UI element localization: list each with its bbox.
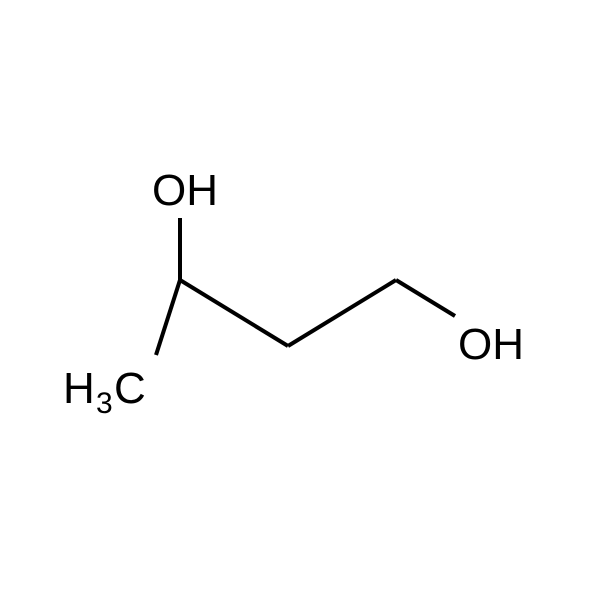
molecule-diagram: OH OH H3C — [0, 0, 600, 600]
label-sub3: 3 — [96, 387, 113, 420]
label-oh-right: OH — [458, 320, 524, 369]
label-c: C — [114, 364, 146, 413]
bond — [396, 280, 455, 316]
label-h: H — [63, 364, 95, 413]
bond — [288, 280, 396, 346]
bond-group — [156, 218, 455, 355]
label-oh-top: OH — [152, 166, 218, 215]
bond — [156, 280, 180, 355]
bond — [180, 280, 288, 346]
label-group: OH OH H3C — [63, 166, 524, 420]
